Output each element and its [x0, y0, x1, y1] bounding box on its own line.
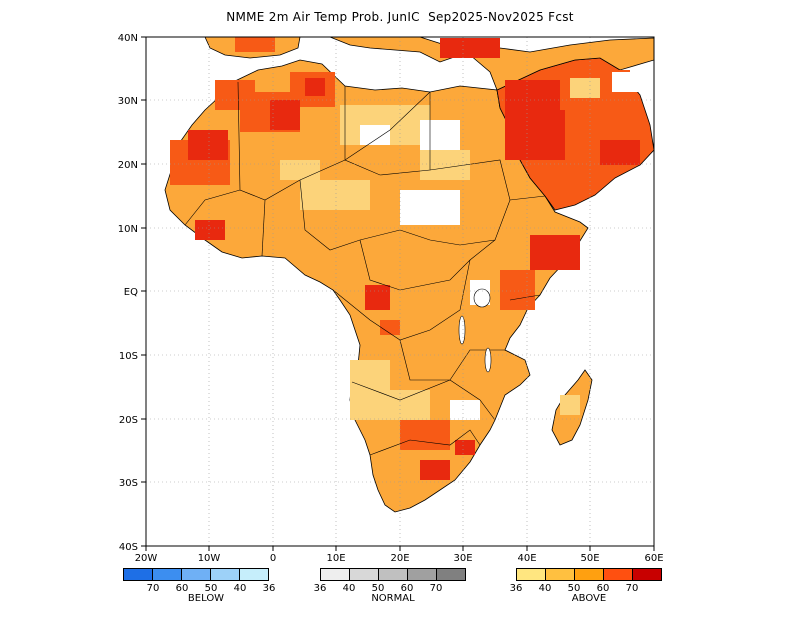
legend-swatch	[546, 569, 575, 580]
legend-normal-caption: NORMAL	[371, 593, 415, 604]
lat-label: 10N	[118, 224, 138, 235]
legend-tick: 36	[313, 583, 327, 594]
longitude-labels: 20W 10W 0 10E 20E 30E 40E 50E 60E	[135, 553, 664, 564]
lat-label: 30N	[118, 96, 138, 107]
legend-tick: 40	[538, 583, 552, 594]
country-borders	[184, 81, 546, 456]
light-patches	[280, 72, 642, 420]
legend-swatch	[211, 569, 240, 580]
legend-tick: 60	[596, 583, 610, 594]
levant-landmass	[469, 37, 654, 91]
legend-tick: 36	[262, 583, 276, 594]
legend-swatch	[408, 569, 437, 580]
legend-swatch	[437, 569, 465, 580]
legend-tick: 60	[175, 583, 189, 594]
map-title: NMME 2m Air Temp Prob. JunIC Sep2025-Nov…	[226, 10, 574, 24]
legend-below: 70 60 50 40 36 BELOW	[123, 568, 276, 618]
lat-label: 10S	[119, 351, 138, 362]
lon-label: 20E	[390, 553, 409, 564]
lat-label: 40S	[119, 542, 138, 553]
lon-label: 0	[270, 553, 276, 564]
hot-patches	[170, 37, 640, 480]
legend-tick: 70	[429, 583, 443, 594]
legend-above-swatches	[516, 568, 662, 581]
lat-label: 20S	[119, 415, 138, 426]
legend-tick: 36	[509, 583, 523, 594]
legend-tick: 70	[625, 583, 639, 594]
legend-swatch	[240, 569, 268, 580]
legend-below-caption: BELOW	[187, 593, 225, 604]
legend-tick: 40	[342, 583, 356, 594]
legend-swatch	[517, 569, 546, 580]
tick-marks	[141, 36, 655, 551]
legend-swatch	[182, 569, 211, 580]
lon-label: 60E	[644, 553, 663, 564]
legend-tick: 50	[204, 583, 218, 594]
legend-normal: 36 40 50 60 70 NORMAL	[314, 568, 466, 618]
lat-label: 40N	[118, 33, 138, 44]
legend-tick: 50	[567, 583, 581, 594]
lon-label: 10W	[198, 553, 221, 564]
lon-label: 10E	[326, 553, 345, 564]
lakes	[458, 288, 492, 373]
legend-tick: 50	[371, 583, 385, 594]
legend-tick: 40	[233, 583, 247, 594]
legend-normal-swatches	[320, 568, 466, 581]
forecast-shading	[164, 37, 654, 513]
legend-swatch	[575, 569, 604, 580]
lon-label: 50E	[580, 553, 599, 564]
legend-above-ticks: 36 40 50 60 70	[510, 581, 662, 595]
italy-greece-landmass	[329, 37, 461, 63]
lon-label: 40E	[517, 553, 536, 564]
legend-below-swatches	[123, 568, 269, 581]
lat-label: EQ	[124, 287, 138, 298]
latitude-labels: 40N 30N 20N 10N EQ 10S 20S 30S 40S	[118, 33, 138, 553]
legend-swatch	[604, 569, 633, 580]
gridlines	[146, 37, 654, 546]
lon-label: 30E	[453, 553, 472, 564]
lon-label: 20W	[135, 553, 158, 564]
legend-above: 36 40 50 60 70 ABOVE	[510, 568, 662, 618]
legend-swatch	[321, 569, 350, 580]
legend-normal-ticks: 36 40 50 60 70	[314, 581, 466, 595]
lat-label: 20N	[118, 160, 138, 171]
legend-swatch	[350, 569, 379, 580]
legend-swatch	[379, 569, 408, 580]
legend-swatch	[633, 569, 661, 580]
lat-label: 30S	[119, 478, 138, 489]
legend-above-caption: ABOVE	[571, 593, 607, 604]
legend-tick: 70	[146, 583, 160, 594]
legend-below-ticks: 70 60 50 40 36	[123, 581, 276, 595]
legend-tick: 60	[400, 583, 414, 594]
legend-swatch	[153, 569, 182, 580]
legend-swatch	[124, 569, 153, 580]
